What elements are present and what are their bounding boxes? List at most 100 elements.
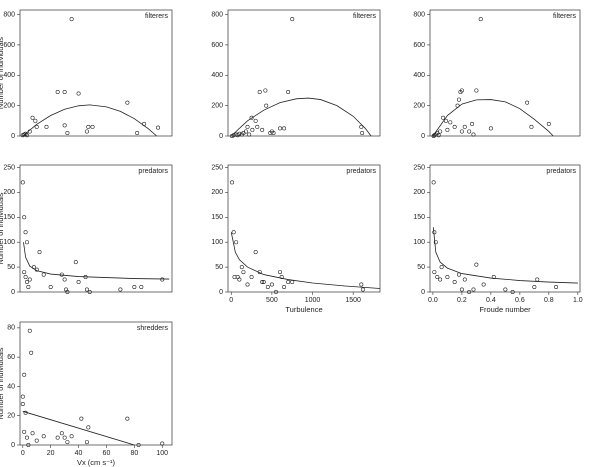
point [84, 129, 89, 134]
point [55, 435, 60, 440]
point [445, 275, 450, 280]
point [30, 115, 35, 120]
y-tick-label: 100 [413, 239, 425, 246]
point [132, 285, 137, 290]
point [65, 440, 70, 445]
point [245, 282, 250, 287]
y-tick-label: 400 [3, 72, 15, 79]
fit-curve [432, 99, 554, 137]
point [237, 131, 242, 136]
point [250, 127, 255, 132]
point [27, 328, 32, 333]
x-tick-label: 0.8 [544, 297, 554, 304]
point [62, 435, 67, 440]
point [263, 88, 268, 93]
y-tick-label: 100 [211, 239, 223, 246]
point [481, 282, 486, 287]
x-tick-label: 60 [103, 450, 111, 457]
point [65, 289, 70, 294]
y-axis-label: Number of individuals [0, 37, 5, 109]
point [260, 280, 265, 285]
point [535, 277, 540, 282]
point [24, 280, 29, 285]
x-tick-label: 0.0 [428, 297, 438, 304]
point [478, 17, 483, 22]
y-tick-label: 250 [413, 164, 425, 171]
y-tick-label: 150 [3, 214, 15, 221]
point [69, 17, 74, 22]
point [247, 132, 252, 137]
point [459, 129, 464, 134]
y-tick-label: 200 [211, 102, 223, 109]
point [432, 230, 437, 235]
panel-label: predators [346, 168, 376, 175]
point [269, 282, 274, 287]
point [55, 89, 60, 94]
y-tick-label: 600 [211, 42, 223, 49]
plot-frame [19, 9, 173, 137]
y-axis-label: Number of individuals [0, 192, 5, 264]
y-tick-label: 250 [211, 164, 223, 171]
y-tick-label: 400 [211, 72, 223, 79]
point [135, 130, 140, 135]
panel-label: predators [546, 168, 576, 175]
point [467, 289, 472, 294]
point [22, 429, 27, 434]
point [546, 121, 551, 126]
point [471, 287, 476, 292]
point [441, 115, 446, 120]
x-tick-label: 0 [21, 450, 25, 457]
point [41, 272, 46, 277]
y-tick-label: 400 [413, 72, 425, 79]
point [20, 394, 25, 399]
plot-frame [227, 9, 381, 137]
x-axis-label: Froude number [479, 305, 531, 314]
point [474, 262, 479, 267]
point [445, 127, 450, 132]
x-tick-label: 100 [156, 450, 168, 457]
point [360, 287, 365, 292]
point [271, 130, 276, 135]
point [432, 270, 437, 275]
point [253, 118, 258, 123]
point [29, 350, 34, 355]
point [156, 125, 161, 130]
point [278, 126, 283, 131]
point [87, 289, 92, 294]
point [529, 124, 534, 129]
y-tick-label: 0 [11, 133, 15, 140]
point [24, 435, 29, 440]
fit-curve [230, 232, 381, 289]
point [290, 280, 295, 285]
point [471, 132, 476, 137]
point [467, 129, 472, 134]
point [491, 275, 496, 280]
point [433, 240, 438, 245]
fit-curve [23, 242, 170, 280]
point [48, 285, 53, 290]
x-tick-label: 80 [130, 450, 138, 457]
point [448, 120, 453, 125]
point [435, 275, 440, 280]
point [279, 275, 284, 280]
y-tick-label: 800 [211, 11, 223, 18]
panel-label: filterers [353, 13, 376, 20]
panel-label: predators [138, 168, 168, 175]
point [69, 434, 74, 439]
point [62, 123, 67, 128]
point [265, 285, 270, 290]
point [76, 280, 81, 285]
point [452, 124, 457, 129]
point [41, 434, 46, 439]
point [22, 372, 27, 377]
point [436, 133, 441, 138]
point [90, 124, 95, 129]
fit-curve [22, 104, 157, 137]
point [84, 287, 89, 292]
point [459, 88, 464, 93]
fit-curve [230, 97, 372, 137]
point [359, 282, 364, 287]
point [443, 118, 448, 123]
point [44, 124, 49, 129]
point [65, 130, 70, 135]
